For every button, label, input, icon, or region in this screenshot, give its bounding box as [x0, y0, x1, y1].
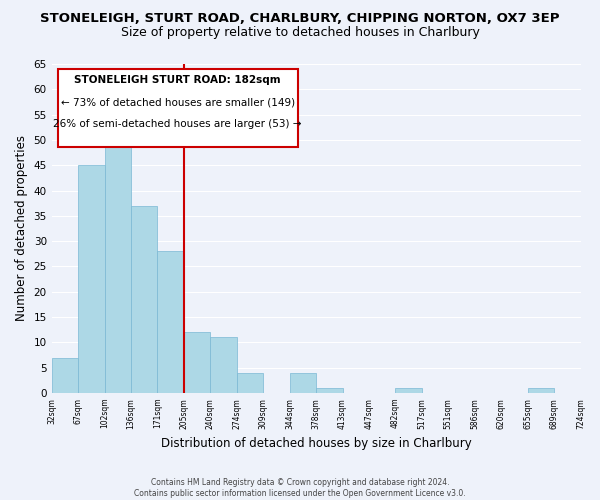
Text: 26% of semi-detached houses are larger (53) →: 26% of semi-detached houses are larger (…: [53, 120, 302, 130]
Text: Contains HM Land Registry data © Crown copyright and database right 2024.
Contai: Contains HM Land Registry data © Crown c…: [134, 478, 466, 498]
Bar: [52, 358, 78, 393]
Bar: [237, 372, 263, 393]
Text: Size of property relative to detached houses in Charlbury: Size of property relative to detached ho…: [121, 26, 479, 39]
X-axis label: Distribution of detached houses by size in Charlbury: Distribution of detached houses by size …: [161, 437, 472, 450]
Bar: [316, 388, 343, 393]
Bar: [157, 251, 184, 393]
Bar: [78, 165, 104, 393]
Text: STONELEIGH, STURT ROAD, CHARLBURY, CHIPPING NORTON, OX7 3EP: STONELEIGH, STURT ROAD, CHARLBURY, CHIPP…: [40, 12, 560, 24]
Bar: [290, 372, 316, 393]
Bar: [131, 206, 157, 393]
Bar: [184, 332, 211, 393]
Y-axis label: Number of detached properties: Number of detached properties: [15, 136, 28, 322]
Bar: [395, 388, 422, 393]
Bar: [211, 338, 237, 393]
Text: ← 73% of detached houses are smaller (149): ← 73% of detached houses are smaller (14…: [61, 97, 295, 107]
Text: STONELEIGH STURT ROAD: 182sqm: STONELEIGH STURT ROAD: 182sqm: [74, 75, 281, 85]
Bar: [527, 388, 554, 393]
Bar: [104, 124, 131, 393]
